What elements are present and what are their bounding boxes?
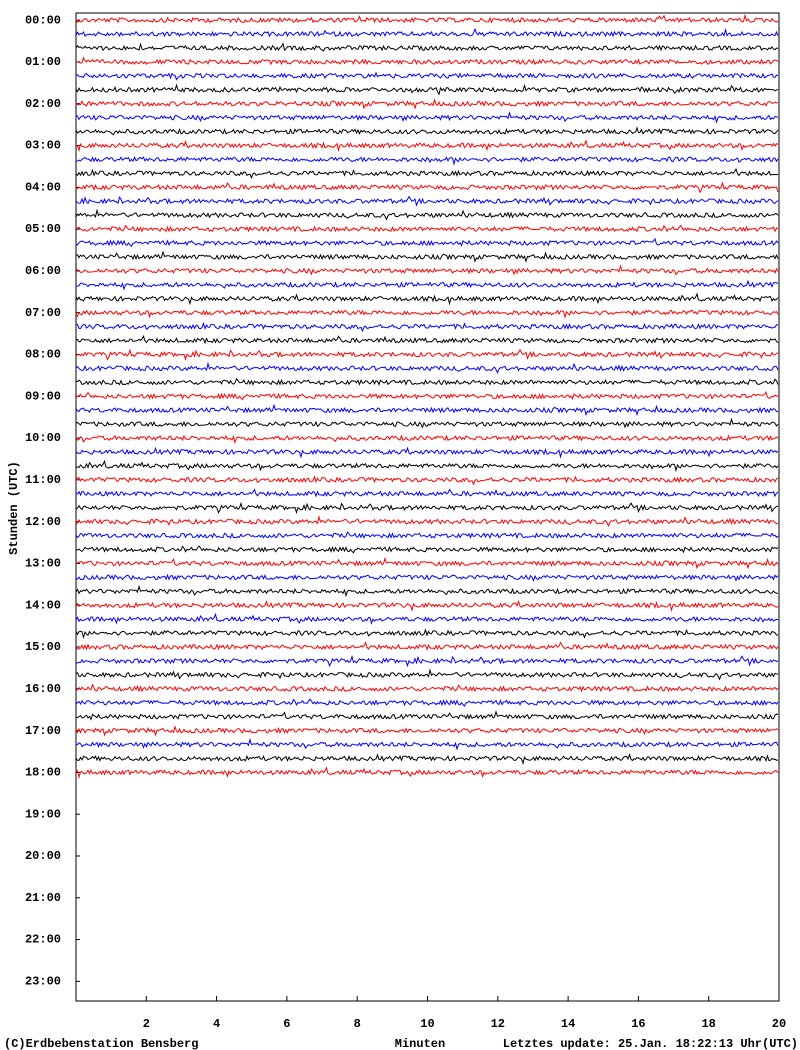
trace [75, 737, 779, 751]
y-tick-label: 12:00 [25, 515, 61, 529]
trace [75, 584, 779, 598]
trace [75, 279, 779, 291]
y-tick-label: 03:00 [25, 139, 61, 153]
x-tick-label: 6 [283, 1017, 290, 1031]
y-tick-label: 00:00 [25, 13, 61, 27]
trace [75, 573, 779, 582]
trace [75, 321, 779, 333]
trace [75, 753, 779, 765]
trace [75, 348, 779, 361]
x-tick-label: 20 [772, 1017, 786, 1031]
y-tick-label: 19:00 [25, 807, 61, 821]
trace [75, 292, 779, 306]
trace [75, 391, 779, 401]
trace [75, 417, 779, 429]
trace [75, 250, 779, 264]
y-tick-label: 21:00 [25, 891, 61, 905]
y-tick-label: 08:00 [25, 348, 61, 362]
trace [75, 434, 779, 445]
trace [75, 167, 779, 180]
x-tick-label: 12 [491, 1017, 505, 1031]
trace [75, 208, 779, 221]
y-tick-label: 15:00 [25, 640, 61, 654]
trace [75, 83, 779, 96]
trace [75, 237, 779, 247]
trace [75, 377, 779, 386]
y-tick-label: 04:00 [25, 180, 61, 194]
y-tick-label: 11:00 [25, 473, 61, 487]
trace [75, 725, 779, 737]
trace [75, 556, 779, 570]
trace [75, 612, 779, 625]
y-tick-label: 22:00 [25, 933, 61, 947]
trace [75, 531, 779, 540]
trace [75, 126, 779, 136]
trace [75, 42, 779, 52]
trace [75, 459, 779, 473]
trace [75, 488, 779, 498]
y-tick-label: 10:00 [25, 431, 61, 445]
trace [75, 334, 779, 345]
trace [75, 545, 779, 554]
y-tick-label: 07:00 [25, 306, 61, 320]
x-tick-label: 4 [213, 1017, 220, 1031]
trace [75, 13, 779, 24]
trace [75, 668, 779, 681]
y-tick-label: 16:00 [25, 682, 61, 696]
y-tick-label: 05:00 [25, 222, 61, 236]
y-tick-label: 06:00 [25, 264, 61, 278]
x-axis-label: Minuten [395, 1037, 445, 1050]
trace [75, 501, 779, 515]
trace [75, 361, 779, 374]
x-tick-label: 2 [143, 1017, 150, 1031]
y-tick-label: 20:00 [25, 849, 61, 863]
trace [75, 195, 779, 207]
trace [75, 156, 779, 166]
trace [75, 654, 779, 668]
trace [75, 71, 779, 81]
footer-right: Letztes update: 25.Jan. 18:22:13 Uhr(UTC… [503, 1037, 798, 1050]
y-tick-label: 23:00 [25, 975, 61, 989]
y-tick-label: 17:00 [25, 724, 61, 738]
trace [75, 446, 779, 459]
y-tick-label: 18:00 [25, 766, 61, 780]
trace [75, 56, 779, 66]
trace [75, 698, 779, 707]
trace [75, 139, 779, 153]
x-tick-label: 8 [354, 1017, 361, 1031]
x-tick-label: 18 [701, 1017, 715, 1031]
y-tick-label: 02:00 [25, 97, 61, 111]
trace [75, 403, 779, 417]
y-tick-label: 14:00 [25, 598, 61, 612]
trace [75, 514, 779, 528]
trace [75, 683, 779, 693]
y-tick-label: 09:00 [25, 389, 61, 403]
trace [75, 641, 779, 651]
footer-left: (C)Erdbebenstation Bensberg [4, 1037, 198, 1050]
x-tick-label: 16 [631, 1017, 645, 1031]
x-tick-label: 14 [561, 1017, 575, 1031]
trace [75, 475, 779, 486]
y-axis-label: Stunden (UTC) [7, 461, 21, 555]
y-tick-label: 01:00 [25, 55, 61, 69]
y-tick-label: 13:00 [25, 557, 61, 571]
trace [75, 599, 779, 613]
trace [75, 628, 779, 640]
trace [75, 98, 779, 110]
trace [75, 766, 779, 780]
x-tick-label: 10 [420, 1017, 434, 1031]
trace [75, 309, 779, 319]
trace [75, 27, 779, 38]
trace [75, 224, 779, 233]
trace [75, 181, 779, 194]
trace [75, 710, 779, 721]
trace [76, 264, 779, 276]
trace [75, 111, 779, 124]
